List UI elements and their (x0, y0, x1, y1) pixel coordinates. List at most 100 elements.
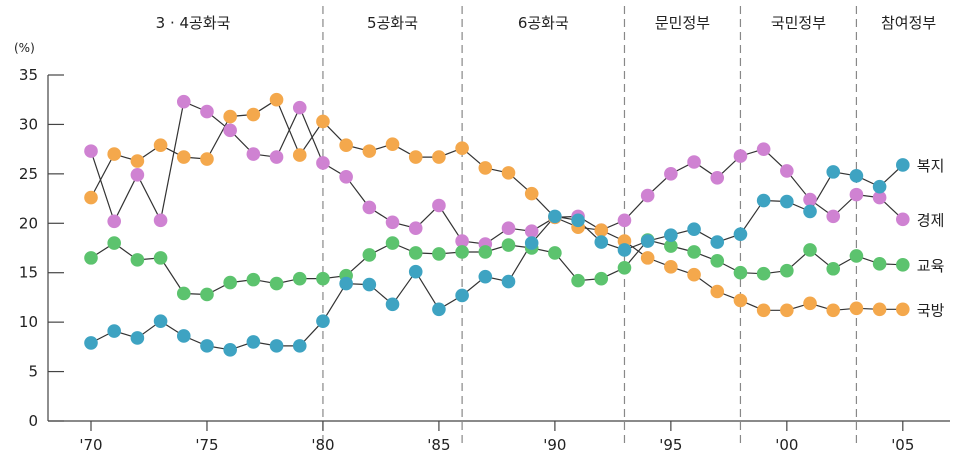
data-point (710, 254, 725, 268)
data-point (153, 251, 168, 265)
x-tick-label: '05 (891, 436, 914, 454)
data-point (896, 158, 910, 172)
data-point (687, 245, 701, 259)
data-point (548, 246, 562, 260)
data-point (269, 150, 284, 164)
period-label: 문민정부 (655, 14, 710, 32)
series-points (84, 92, 910, 357)
data-point (432, 150, 446, 164)
data-point (223, 109, 237, 124)
data-point (896, 258, 910, 272)
data-point (687, 222, 701, 237)
legend-label: 국방 (917, 301, 945, 319)
data-point (408, 221, 423, 236)
data-point (780, 164, 794, 178)
data-point (780, 194, 794, 209)
data-point (710, 171, 725, 185)
data-point (362, 277, 377, 292)
data-point (478, 269, 493, 284)
data-point (664, 239, 678, 253)
data-point (292, 339, 307, 353)
data-point (292, 271, 307, 286)
data-point (803, 192, 817, 207)
data-point (455, 245, 469, 259)
data-point (756, 142, 771, 156)
x-tick-label: '85 (427, 436, 450, 454)
data-point (896, 302, 910, 317)
data-point (849, 187, 864, 202)
data-point (756, 303, 771, 318)
x-tick-label: '70 (79, 436, 102, 454)
data-point (501, 238, 516, 252)
y-tick-label: 15 (19, 264, 38, 282)
data-point (571, 273, 585, 288)
data-point (339, 170, 353, 184)
data-point (501, 166, 516, 180)
data-point (849, 301, 864, 316)
y-tick-label: 10 (19, 313, 38, 331)
legend-label: 경제 (917, 211, 945, 229)
data-point (107, 324, 121, 338)
data-point (849, 249, 864, 263)
data-point (408, 246, 423, 260)
period-label: 참여정부 (881, 14, 936, 32)
data-point (153, 314, 168, 328)
data-point (84, 190, 98, 205)
legend-label: 교육 (917, 257, 945, 275)
axes: (%) 0 5 10 15 20 25 30 35 '70 '75 '80 '85 '90 '95 '00 '0… (14, 41, 950, 454)
data-point (710, 284, 725, 299)
data-point (432, 247, 446, 261)
data-point (733, 227, 748, 241)
data-point (478, 245, 493, 259)
data-point (339, 138, 353, 152)
period-boundaries (322, 6, 858, 448)
data-point (478, 161, 493, 175)
series-line (90, 164, 904, 351)
data-point (269, 339, 284, 353)
y-tick-label: 0 (28, 412, 38, 430)
data-point (664, 167, 678, 181)
data-point (756, 193, 771, 208)
data-point (153, 213, 168, 228)
data-point (385, 215, 400, 230)
data-point (269, 276, 284, 291)
data-point (153, 138, 168, 152)
data-point (385, 137, 400, 151)
period-label: 5공화국 (367, 14, 418, 32)
data-point (316, 114, 330, 129)
data-point (130, 154, 145, 168)
data-point (733, 293, 748, 308)
data-point (617, 260, 632, 275)
data-point (176, 94, 191, 109)
data-point (501, 221, 516, 236)
data-point (455, 288, 469, 303)
data-point (200, 104, 214, 119)
period-label: 3 · 4공화국 (156, 14, 231, 32)
data-point (548, 209, 562, 224)
data-point (107, 236, 121, 250)
data-point (246, 335, 261, 349)
data-point (594, 223, 609, 238)
period-labels: 3 · 4공화국 5공화국 6공화국 문민정부 국민정부 참여정부 (156, 14, 937, 32)
data-point (385, 236, 400, 250)
data-point (710, 235, 725, 249)
y-tick-label: 30 (19, 115, 38, 133)
y-tick-label: 35 (19, 66, 38, 84)
data-point (687, 155, 701, 169)
data-point (246, 272, 261, 287)
data-point (571, 213, 585, 228)
data-point (803, 296, 817, 311)
data-point (246, 147, 261, 161)
data-point (292, 100, 307, 115)
data-point (617, 213, 632, 228)
data-point (872, 190, 887, 205)
period-label: 국민정부 (771, 14, 826, 32)
data-point (84, 336, 98, 350)
data-point (664, 259, 678, 274)
data-point (524, 186, 539, 201)
data-point (826, 261, 841, 276)
data-point (176, 150, 191, 164)
data-point (733, 265, 748, 280)
data-point (432, 302, 446, 317)
